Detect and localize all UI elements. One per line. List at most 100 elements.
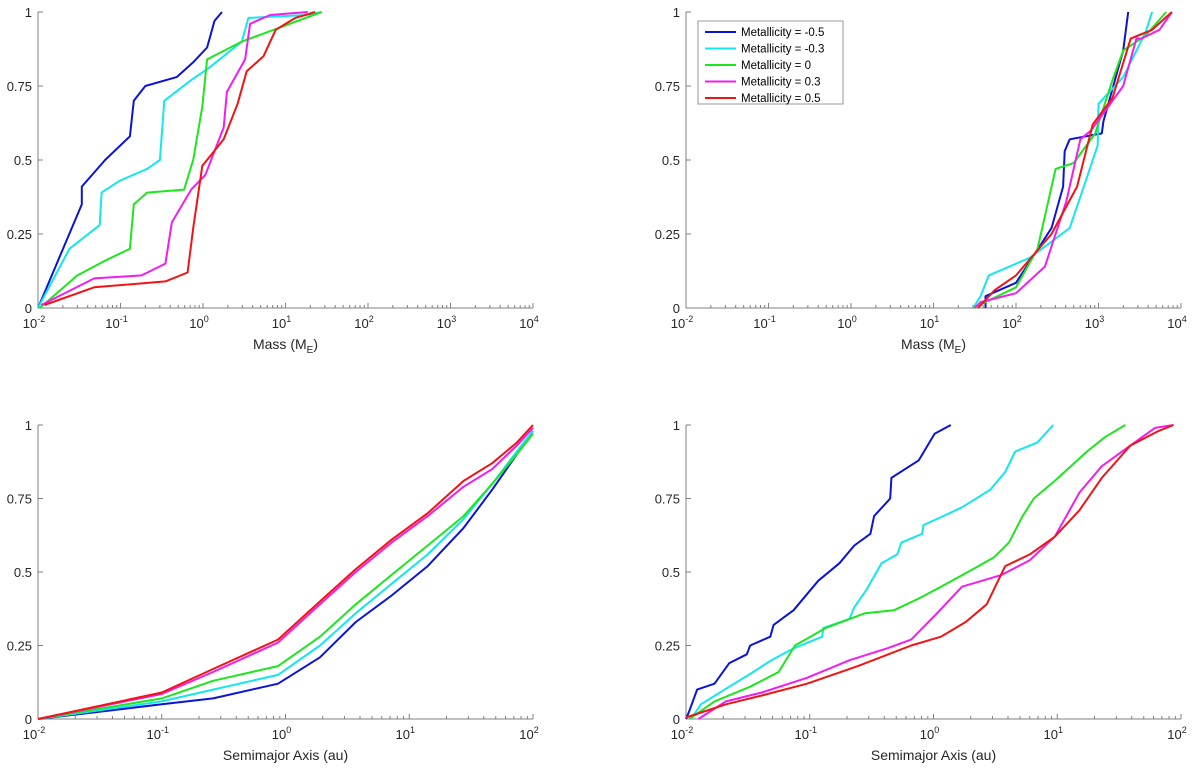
x-tick-base: 10	[189, 316, 203, 331]
x-tick-base: 10	[1167, 316, 1181, 331]
legend-label-1: Metallicity = -0.5	[741, 27, 824, 39]
x-tick-label: 10-2	[671, 314, 693, 331]
x-axis-label-end: )	[313, 336, 318, 352]
y-tick-label: 1	[673, 418, 680, 433]
x-tick-base: 10	[105, 316, 119, 331]
series-line-5	[685, 424, 1174, 719]
y-tick-label: 0.5	[662, 565, 680, 580]
x-axis-label-main: Mass (M	[253, 336, 307, 352]
legend-label-2: Metallicity = -0.3	[741, 44, 824, 56]
y-tick-label: 0.5	[14, 153, 32, 168]
x-tick-base: 10	[1044, 727, 1058, 742]
x-tick-base: 10	[837, 316, 851, 331]
legend-label-3: Metallicity = 0	[741, 60, 811, 72]
x-axis-label-subscript: E	[955, 345, 962, 356]
x-tick-label: 10-1	[105, 314, 127, 331]
x-tick-exponent: -1	[161, 725, 169, 735]
series-line-5	[44, 11, 316, 306]
x-tick-exponent: -2	[37, 314, 45, 324]
y-tick-label: 0.5	[14, 565, 32, 580]
x-tick-exponent: 3	[451, 314, 456, 324]
x-tick-base: 10	[920, 316, 934, 331]
x-tick-base: 10	[519, 316, 533, 331]
x-axis-label-main: Mass (M	[901, 336, 955, 352]
y-tick-label: 0.75	[655, 492, 680, 507]
x-tick-base: 10	[272, 727, 286, 742]
x-tick-base: 10	[437, 316, 451, 331]
x-tick-label: 102	[519, 725, 538, 742]
x-tick-label: 10-1	[795, 725, 817, 742]
x-tick-base: 10	[920, 727, 934, 742]
x-tick-base: 10	[272, 316, 286, 331]
x-tick-base: 10	[753, 316, 767, 331]
x-tick-base: 10	[23, 727, 37, 742]
series-line-2	[37, 11, 322, 309]
y-tick-label: 1	[25, 418, 32, 433]
x-axis-label-subscript: E	[307, 345, 314, 356]
y-tick-label: 0	[673, 301, 680, 316]
y-tick-label: 1	[673, 5, 680, 20]
y-tick-label: 0.25	[7, 639, 32, 654]
x-tick-base: 10	[1167, 727, 1181, 742]
x-tick-exponent: -2	[37, 725, 45, 735]
x-tick-exponent: 0	[204, 314, 209, 324]
series-line-4	[973, 11, 1173, 309]
x-axis-label-main: Semimajor Axis (au)	[223, 747, 348, 763]
x-tick-exponent: -1	[120, 314, 128, 324]
x-tick-label: 102	[354, 314, 373, 331]
x-tick-base: 10	[23, 316, 37, 331]
x-tick-base: 10	[519, 727, 533, 742]
x-tick-label: 100	[837, 314, 856, 331]
x-tick-exponent: 3	[1099, 314, 1104, 324]
legend-label-4: Metallicity = 0.3	[741, 77, 821, 89]
x-tick-base: 10	[147, 727, 161, 742]
x-tick-base: 10	[671, 316, 685, 331]
x-tick-label: 10-2	[23, 314, 45, 331]
series-line-4	[697, 424, 1174, 720]
y-tick-label: 0	[25, 712, 32, 727]
x-tick-base: 10	[671, 727, 685, 742]
x-tick-label: 103	[1085, 314, 1104, 331]
series-line-5	[977, 11, 1173, 309]
x-tick-label: 101	[920, 314, 939, 331]
x-tick-exponent: 4	[1182, 314, 1187, 324]
y-tick-label: 0.5	[662, 153, 680, 168]
x-tick-exponent: 1	[1058, 725, 1063, 735]
series-line-2	[690, 424, 1055, 720]
series-line-1	[37, 11, 223, 309]
legend-label-5: Metallicity = 0.5	[741, 93, 821, 105]
x-tick-label: 100	[272, 725, 291, 742]
y-tick-label: 0.75	[7, 492, 32, 507]
x-tick-exponent: -2	[685, 725, 693, 735]
y-tick-label: 0	[25, 301, 32, 316]
series-line-3	[37, 433, 534, 720]
series-line-1	[685, 424, 952, 720]
x-tick-exponent: 2	[369, 314, 374, 324]
y-tick-label: 0.75	[655, 79, 680, 94]
x-axis-label: Semimajor Axis (au)	[223, 747, 348, 763]
x-tick-label: 10-1	[753, 314, 775, 331]
x-tick-exponent: -1	[768, 314, 776, 324]
x-tick-label: 10-1	[147, 725, 169, 742]
x-tick-label: 104	[519, 314, 538, 331]
series-line-4	[37, 427, 534, 720]
x-tick-base: 10	[1085, 316, 1099, 331]
x-tick-label: 104	[1167, 314, 1186, 331]
x-tick-label: 10-2	[23, 725, 45, 742]
x-tick-label: 101	[272, 314, 291, 331]
x-tick-exponent: 1	[410, 725, 415, 735]
y-tick-label: 0.25	[7, 227, 32, 242]
x-tick-exponent: 1	[934, 314, 939, 324]
x-tick-label: 103	[437, 314, 456, 331]
x-axis-label-main: Semimajor Axis (au)	[871, 747, 996, 763]
series-line-3	[689, 424, 1126, 720]
y-tick-label: 0.75	[7, 79, 32, 94]
x-axis-label-end: )	[961, 336, 966, 352]
x-tick-exponent: 0	[852, 314, 857, 324]
legend-box	[697, 20, 844, 105]
legend: Metallicity = -0.5 Metallicity = -0.3 Meta…	[697, 20, 844, 105]
x-axis-label: Mass (ME)	[253, 336, 318, 356]
